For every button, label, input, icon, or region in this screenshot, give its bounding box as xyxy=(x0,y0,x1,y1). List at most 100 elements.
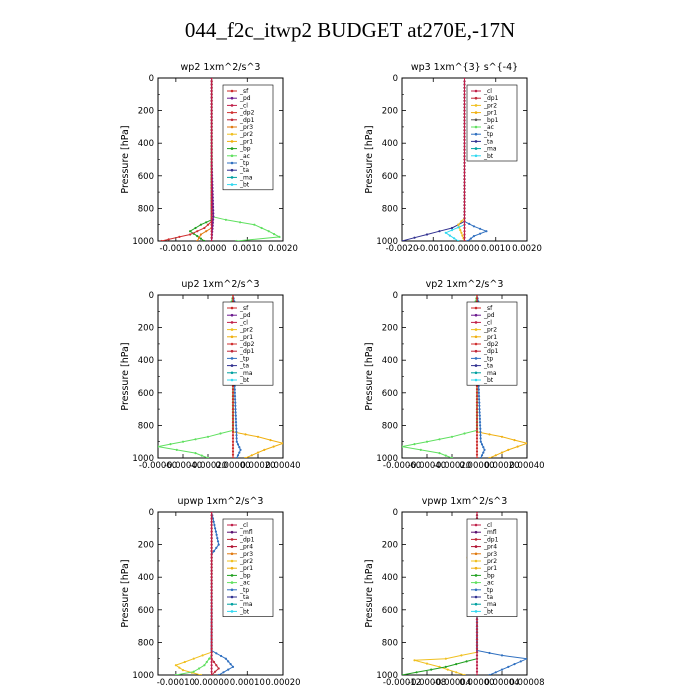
data-point xyxy=(210,145,213,148)
data-point xyxy=(475,404,479,407)
y-tick-label: 400 xyxy=(382,356,398,366)
data-point xyxy=(210,210,213,213)
legend-label: _dp1 xyxy=(239,536,255,543)
legend-marker xyxy=(230,349,234,353)
data-point xyxy=(475,651,479,654)
data-point xyxy=(402,445,404,448)
legend-marker xyxy=(474,89,478,93)
x-tick-label: 0.00040 xyxy=(509,461,544,471)
data-point xyxy=(475,295,479,297)
data-point xyxy=(210,657,213,660)
data-point xyxy=(475,512,479,514)
data-point xyxy=(231,430,235,433)
data-point xyxy=(212,218,215,221)
data-point xyxy=(210,631,213,634)
x-tick-label: 0.00020 xyxy=(484,461,519,471)
data-point xyxy=(210,618,213,621)
data-point xyxy=(415,671,418,674)
data-point xyxy=(438,438,441,441)
data-point xyxy=(167,238,170,241)
data-point xyxy=(475,638,479,641)
data-point xyxy=(463,132,466,135)
legend-marker xyxy=(474,574,478,577)
legend-marker xyxy=(474,140,478,143)
data-point xyxy=(463,155,466,158)
data-point xyxy=(478,408,481,411)
series-line-_ac xyxy=(175,512,213,675)
legend-label: _pr4 xyxy=(239,544,253,551)
data-point xyxy=(475,644,479,647)
y-axis-label: Pressure [hPa] xyxy=(364,342,375,410)
data-point xyxy=(253,223,256,226)
data-point xyxy=(513,663,516,666)
data-point xyxy=(235,440,238,443)
legend-label: _pd xyxy=(239,312,251,319)
legend-label: _tp xyxy=(483,587,493,594)
data-point xyxy=(488,456,491,458)
data-point xyxy=(210,537,213,540)
legend-label: _sf xyxy=(239,88,249,95)
data-point xyxy=(477,391,480,394)
data-point xyxy=(475,424,479,427)
legend-label: _ta xyxy=(483,138,493,145)
legend-label: _cl xyxy=(483,319,492,326)
data-point xyxy=(463,213,466,216)
data-point xyxy=(463,178,466,181)
data-point xyxy=(199,223,202,226)
data-point xyxy=(475,434,479,437)
legend-label: _dp1 xyxy=(483,95,499,102)
data-point xyxy=(210,543,213,546)
data-point xyxy=(206,456,210,458)
data-point xyxy=(463,142,466,145)
legend-marker xyxy=(474,313,478,317)
legend-label: _tp xyxy=(239,355,249,362)
x-tick-label: 0.0000 xyxy=(197,244,227,254)
data-point xyxy=(475,514,479,517)
data-point xyxy=(231,408,235,411)
data-point xyxy=(192,670,195,673)
legend-marker xyxy=(474,552,478,556)
data-point xyxy=(231,388,235,391)
legend-label: _mfl xyxy=(483,529,497,536)
data-point xyxy=(463,187,466,190)
legend-marker xyxy=(230,183,234,186)
data-point xyxy=(483,448,486,451)
legend-label: _pr2 xyxy=(483,327,497,334)
data-point xyxy=(475,631,479,634)
legend-marker xyxy=(230,168,234,172)
x-tick-label: -0.00060 xyxy=(383,461,421,471)
legend-label: _bt xyxy=(483,608,494,615)
legend-label: _pr2 xyxy=(239,131,253,138)
legend-marker xyxy=(230,588,234,592)
data-point xyxy=(213,523,216,527)
series-line-_pr2 xyxy=(174,512,213,675)
data-point xyxy=(210,93,213,96)
data-point xyxy=(205,660,208,664)
data-point xyxy=(425,233,429,236)
data-point xyxy=(210,585,213,589)
data-point xyxy=(463,239,466,241)
data-point xyxy=(463,184,466,187)
data-point xyxy=(475,447,479,450)
data-point xyxy=(475,414,479,417)
data-point xyxy=(444,657,447,660)
legend-label: _tp xyxy=(483,355,493,362)
data-point xyxy=(210,572,213,576)
data-point xyxy=(463,89,466,93)
data-point xyxy=(201,654,204,657)
x-tick-label: 0.00020 xyxy=(265,678,300,688)
x-tick-label: 0.00004 xyxy=(484,678,519,688)
data-point xyxy=(233,388,236,391)
legend-marker xyxy=(230,154,234,158)
legend-label: _cl xyxy=(239,319,248,326)
data-point xyxy=(210,667,213,670)
data-point xyxy=(500,435,504,438)
data-point xyxy=(479,424,482,427)
data-point xyxy=(463,151,466,155)
legend-marker xyxy=(230,140,234,143)
x-tick-label: 0.0010 xyxy=(481,244,511,254)
data-point xyxy=(210,106,213,109)
y-axis-label: Pressure [hPa] xyxy=(120,559,131,627)
data-point xyxy=(210,670,213,673)
